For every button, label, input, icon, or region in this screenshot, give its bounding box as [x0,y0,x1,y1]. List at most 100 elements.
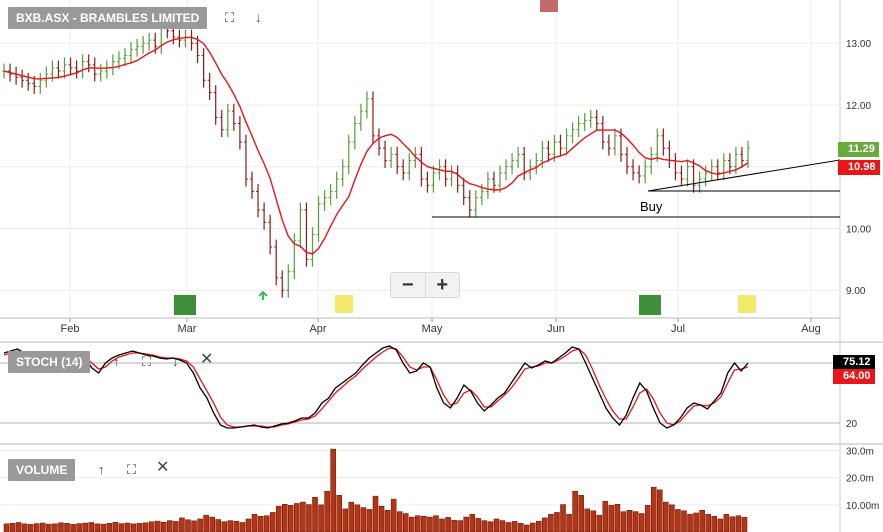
volume-bar [529,522,536,532]
price-bar [328,184,333,206]
fullscreen-icon[interactable]: ⛶ [142,354,152,369]
arrow-up-icon[interactable]: ↑ [113,354,120,369]
stoch-k-badge: 75.12 [833,355,875,370]
volume-bar [578,495,584,532]
volume-bar [33,523,40,532]
volume-bar [378,505,385,532]
fullscreen-icon[interactable]: ⛶ [127,462,137,477]
stoch-k-line [3,345,749,429]
price-bar [322,190,327,212]
volume-bar [70,524,76,532]
price-bar [703,165,708,187]
volume-bar [136,523,143,532]
price-bar [631,159,636,181]
volume-bar [415,515,421,532]
price-bar [44,66,49,88]
volume-bar [179,517,185,532]
volume-bar [626,510,633,532]
price-bar [491,171,496,193]
price-bar [637,165,642,184]
volume-bar [142,522,149,532]
volume-label: VOLUME [8,459,76,481]
volume-bar [64,523,70,532]
volume-bar [572,490,578,532]
price-bar [38,72,43,94]
price-bar [250,171,254,199]
price-bar [407,153,412,181]
x-tick-label: Mar [178,323,197,335]
fullscreen-icon[interactable]: ⛶ [225,10,235,25]
volume-bar [445,517,451,532]
price-bar [286,264,291,298]
volume-bar [269,512,276,532]
volume-bar [9,523,16,532]
trendline [647,159,841,192]
price-bar [364,91,369,119]
price-bar [600,116,605,150]
close-icon[interactable]: ✕ [156,459,170,476]
symbol-label: BXB.ASX - BRAMBLES LIMITED [8,7,208,29]
price-bar [256,184,261,218]
price-bar [129,41,134,63]
price-bar [268,214,273,255]
volume-bar [372,495,379,532]
price-bar [522,146,527,181]
zoom-in-button[interactable]: + [436,274,449,296]
volume-bar [15,522,22,532]
volume-bar [487,521,494,532]
price-bar [62,57,67,79]
volume-bar [608,505,615,532]
volume-bar [663,501,669,532]
volume-bar [602,501,609,532]
price-bar [370,91,375,144]
price-bar [310,227,315,267]
price-bar [455,165,460,193]
volume-bar [681,510,687,532]
price-bar [110,54,115,76]
price-bar [98,63,103,82]
volume-bar [669,504,675,532]
price-bar [643,159,648,184]
volume-bar [469,514,476,532]
volume-bar [342,508,349,532]
price-bar [606,134,611,156]
volume-bar [300,501,306,532]
volume-bar [687,514,693,532]
price-bar [449,165,454,187]
volume-bar [46,523,52,532]
volume-bar [729,516,736,532]
price-bar [340,159,345,187]
volume-bar [239,522,246,532]
volume-bar [281,504,288,532]
price-bar [504,159,509,181]
zoom-out-button[interactable]: − [391,273,426,297]
price-bar [219,109,224,138]
volume-bar [463,516,470,532]
price-bar [655,128,660,162]
arrow-up-icon[interactable]: ↑ [98,462,105,477]
price-bar [92,57,97,82]
event-marker [174,295,196,315]
arrow-down-icon[interactable]: ↓ [255,10,262,25]
volume-bar [245,518,252,532]
volume-bar [209,516,215,532]
close-icon[interactable]: ✕ [200,351,214,368]
volume-bar [439,518,445,532]
volume-tick-label: 20.0m [846,474,874,485]
price-bar [691,159,696,193]
volume-bar [560,504,566,532]
volume-bar [723,514,730,532]
price-bar [661,128,666,156]
arrow-down-icon[interactable]: ↓ [172,354,179,369]
volume-bar [693,512,699,532]
price-bar [564,128,569,156]
volume-bar [324,490,330,532]
price-tick-label: 9.00 [846,286,866,297]
volume-bar [536,520,542,532]
note-marker [738,295,756,313]
volume-bar [58,522,64,532]
price-bar [231,103,236,131]
price-bar [425,171,430,193]
price-bar [419,146,424,187]
